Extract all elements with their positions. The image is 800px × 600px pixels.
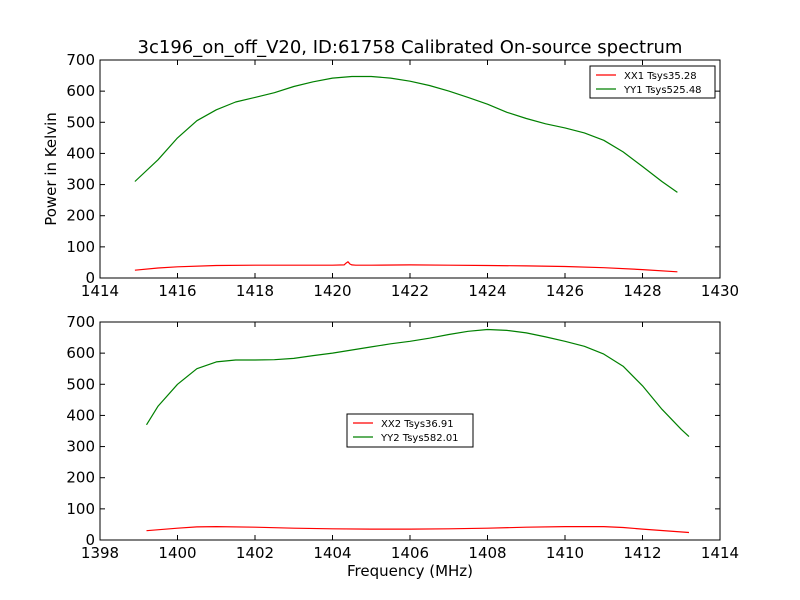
series-line-yy2 (145, 328, 690, 438)
x-tick-label: 1400 (158, 544, 196, 562)
x-tick-label: 1412 (623, 544, 661, 562)
y-tick-label: 500 (66, 113, 95, 131)
y-tick-label: 400 (66, 406, 95, 424)
x-tick-label: 1430 (701, 282, 739, 300)
x-tick-label: 1408 (468, 544, 506, 562)
x-tick-label: 1420 (313, 282, 351, 300)
chart-title: 3c196_on_off_V20, ID:61758 Calibrated On… (138, 37, 683, 58)
y-tick-label: 300 (66, 176, 95, 194)
legend-label: XX2 Tsys36.91 (381, 419, 454, 430)
x-tick-label: 1418 (236, 282, 274, 300)
x-tick-label: 1406 (391, 544, 429, 562)
y-tick-label: 400 (66, 144, 95, 162)
legend-label: XX1 Tsys35.28 (624, 71, 697, 82)
plot-area-bottom: 1398 1400 1402 1404 1406 1408 1410 1412 1414 0 100… (66, 313, 739, 562)
x-tick-label: 1416 (158, 282, 196, 300)
y-tick-label: 500 (66, 375, 95, 393)
y-tick-label: 0 (85, 531, 95, 549)
x-tick-label: 1402 (236, 544, 274, 562)
y-tick-label: 600 (66, 344, 95, 362)
x-tick-label: 1404 (313, 544, 351, 562)
subplot-bottom: Frequency (MHz) 1398 1400 1402 1404 1406 1408… (66, 313, 739, 580)
legend-box (589, 65, 716, 99)
y-axis-label: Power in Kelvin (42, 112, 60, 226)
legend-box (346, 413, 474, 448)
y-tick-label: 0 (85, 269, 95, 287)
y-tick-label: 600 (66, 82, 95, 100)
y-tick-label: 700 (66, 313, 95, 331)
legend-label: YY1 Tsys525.48 (623, 85, 702, 96)
x-tick-label: 1424 (468, 282, 506, 300)
y-tick-label: 200 (66, 207, 95, 225)
x-tick-label: 1398 (81, 544, 119, 562)
x-tick-label: 1422 (391, 282, 429, 300)
series-line-yy1 (134, 75, 678, 193)
series-line-xx2 (146, 525, 690, 534)
subplot-top: 3c196_on_off_V20, ID:61758 Calibrated On… (42, 37, 739, 300)
series-line-xx1 (134, 261, 678, 273)
plot-area-top: 1414 1416 1418 1420 1422 1424 1426 1428 1430 0 100… (66, 51, 739, 300)
x-tick-label: 1414 (81, 282, 119, 300)
legend-label: YY2 Tsys582.01 (380, 433, 459, 444)
y-tick-label: 700 (66, 51, 95, 69)
y-tick-label: 100 (66, 238, 95, 256)
y-tick-label: 200 (66, 469, 95, 487)
legend: XX1 Tsys35.28 YY1 Tsys525.48 (589, 65, 716, 99)
legend: XX2 Tsys36.91 YY2 Tsys582.01 (346, 413, 474, 448)
x-tick-label: 1410 (546, 544, 584, 562)
y-tick-label: 300 (66, 438, 95, 456)
x-tick-label: 1414 (701, 544, 739, 562)
x-tick-label: 1426 (546, 282, 584, 300)
y-tick-label: 100 (66, 500, 95, 518)
x-tick-label: 1428 (623, 282, 661, 300)
x-axis-label: Frequency (MHz) (347, 562, 473, 580)
